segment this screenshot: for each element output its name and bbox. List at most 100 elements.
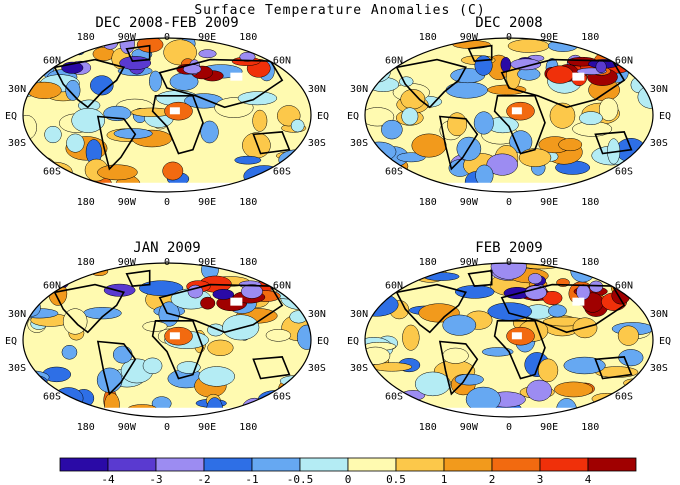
cold-anomaly	[239, 51, 256, 62]
lat-label: 30S	[308, 138, 326, 149]
lon-label: 90W	[460, 257, 479, 268]
missing-data	[365, 407, 653, 417]
anomaly-blob	[518, 148, 552, 168]
continent-outline	[96, 115, 137, 171]
anomaly-blob	[365, 346, 391, 365]
lat-label: EQ	[659, 111, 671, 122]
map-panel: JAN 2009 180 180 90W 90W 0 0 90E 90E 180 180 60N 60N…	[5, 240, 329, 433]
lon-label: 180	[77, 422, 95, 433]
anomaly-blob	[454, 373, 484, 386]
anomaly-blob	[267, 263, 286, 281]
lat-label: 30S	[8, 363, 26, 374]
map-frame	[22, 262, 312, 418]
continent-outline	[151, 95, 204, 155]
colorbar-tick-label: -1	[245, 473, 258, 485]
anomaly-blob	[402, 324, 420, 351]
colorbar-swatch	[539, 457, 589, 472]
missing-data	[365, 182, 653, 192]
lon-label: 180	[239, 257, 257, 268]
lon-label: 90E	[540, 197, 558, 208]
anomaly-blob	[90, 75, 114, 96]
lon-label: 90E	[540, 257, 558, 268]
colorbar-tick-label: -4	[101, 473, 115, 485]
lon-label: 180	[419, 422, 437, 433]
missing-data	[572, 297, 585, 306]
lat-label: 30N	[350, 84, 368, 95]
lat-label: 30S	[350, 363, 368, 374]
lat-label: 30N	[8, 309, 26, 320]
cold-anomaly	[524, 285, 547, 300]
colorbar-swatch	[251, 457, 301, 472]
anomaly-blob	[563, 356, 606, 375]
continent-outline	[493, 319, 546, 380]
continent-outline	[395, 283, 467, 334]
anomaly-blob	[554, 381, 594, 398]
lon-label: 0	[506, 422, 512, 433]
anomaly-blob	[265, 329, 292, 342]
colorbar-swatch	[299, 457, 349, 472]
continent-outline	[467, 269, 493, 287]
lat-label: EQ	[317, 336, 329, 347]
lat-label: 30N	[8, 84, 26, 95]
anomaly-blob	[44, 125, 62, 144]
lon-label: 180	[239, 32, 257, 43]
continent-outline	[151, 319, 204, 380]
lon-label: 180	[77, 257, 95, 268]
anomaly-blob	[253, 403, 294, 417]
lat-label: EQ	[347, 336, 359, 347]
anomaly-blob	[66, 133, 85, 153]
missing-data	[572, 72, 585, 81]
missing-data	[230, 297, 243, 306]
lat-label: 60S	[273, 391, 291, 402]
anomaly-blob	[411, 133, 447, 158]
anomaly-blob	[537, 358, 559, 383]
anomaly-blob	[447, 112, 468, 137]
anomaly-blob	[374, 263, 403, 279]
map-panel: DEC 2008-FEB 200918018090W90W0090E90E180…	[5, 15, 329, 208]
anomaly-blob	[365, 408, 391, 417]
cold-anomaly	[212, 288, 235, 300]
lon-label: 90W	[118, 257, 137, 268]
anomaly-blob	[287, 397, 311, 415]
lon-label: 90W	[460, 32, 479, 43]
anomaly-blob	[374, 180, 414, 189]
map-frame	[364, 37, 654, 193]
anomaly-blob	[598, 97, 619, 121]
anomaly-blob	[414, 371, 451, 397]
anomaly-blob	[23, 397, 40, 417]
anomaly-blob	[23, 275, 40, 290]
anomaly-blob	[23, 374, 48, 389]
colorbar-swatch	[443, 457, 493, 472]
lat-label: 60N	[43, 56, 61, 67]
continent-outline	[125, 44, 151, 62]
lat-label: EQ	[5, 336, 17, 347]
lat-label: 30S	[8, 138, 26, 149]
colorbar-swatch	[491, 457, 541, 472]
continent-outline	[467, 44, 493, 62]
continent-outline	[438, 115, 479, 171]
lat-label: 60N	[385, 56, 403, 67]
lon-label: 180	[419, 32, 437, 43]
anomaly-blob	[61, 344, 78, 360]
lat-label: 60S	[273, 166, 291, 177]
anomaly-blob	[549, 102, 576, 129]
lon-label: 180	[581, 32, 599, 43]
anomaly-blob	[96, 367, 123, 393]
continent-outline	[158, 58, 284, 109]
colorbar-swatch	[203, 457, 253, 472]
lon-label: 90E	[540, 422, 558, 433]
anomaly-blob	[252, 109, 268, 132]
anomaly-blob	[417, 404, 430, 414]
anomaly-blob	[290, 263, 311, 274]
lat-label: 30N	[308, 84, 326, 95]
lat-label: 30N	[350, 309, 368, 320]
lat-label: EQ	[347, 111, 359, 122]
map-panel: DEC 2008 180 180 90W 90W 0 0 90E 90E 180 180 60N 60N…	[347, 15, 671, 208]
lat-label: 60N	[273, 56, 291, 67]
warm-anomaly	[200, 296, 216, 310]
lon-label: 180	[239, 197, 257, 208]
lat-label: 60N	[615, 281, 633, 292]
anomaly-blob	[526, 379, 552, 402]
lon-label: 180	[581, 422, 599, 433]
colorbar-tick-label: 2	[489, 473, 496, 485]
